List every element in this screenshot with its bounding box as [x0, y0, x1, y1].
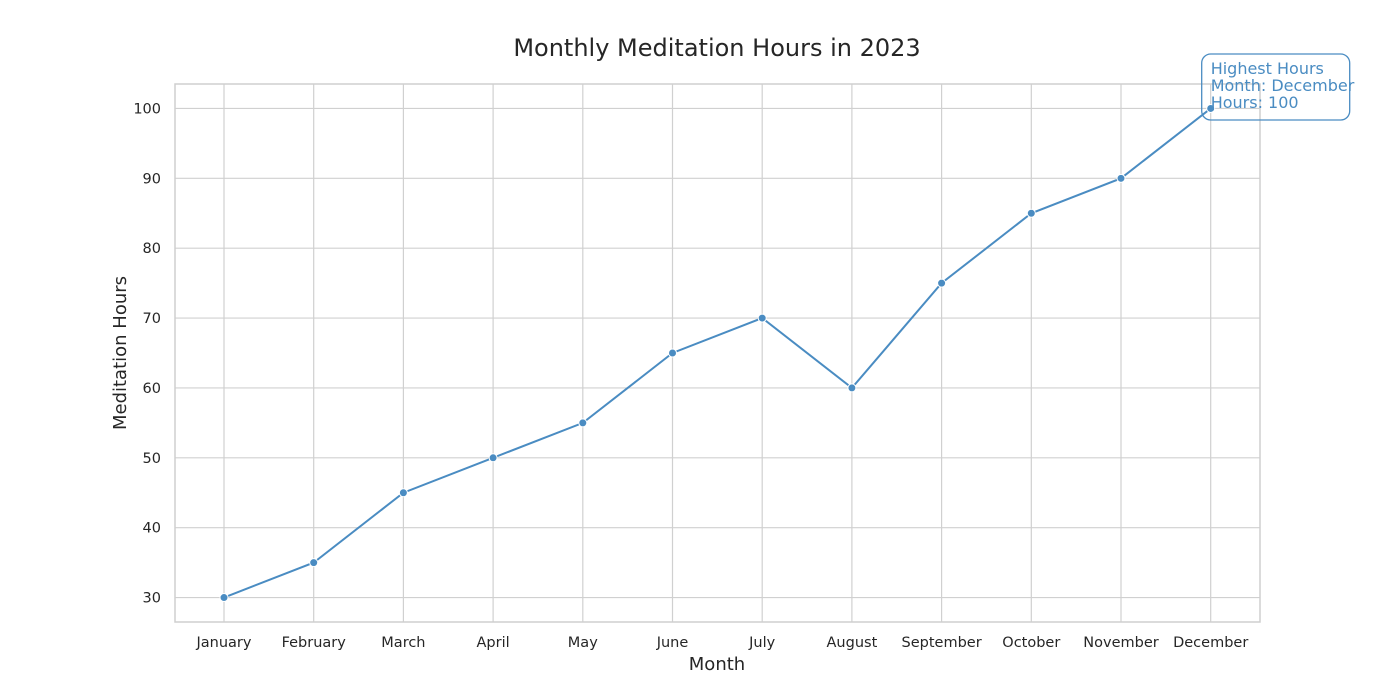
y-tick-label: 90: [143, 171, 161, 187]
annotation-text: Highest Hours: [1211, 59, 1324, 78]
y-tick-label: 30: [143, 591, 161, 607]
data-point: [309, 558, 319, 568]
data-point: [1026, 208, 1036, 218]
x-tick-label: November: [1083, 635, 1158, 651]
data-point: [757, 313, 767, 323]
x-tick-label: March: [381, 635, 425, 651]
annotation-box: [1201, 53, 1351, 121]
x-tick-label: December: [1173, 635, 1248, 651]
x-tick-label: February: [282, 635, 347, 651]
y-axis-label: Meditation Hours: [110, 276, 131, 430]
y-tick-label: 50: [143, 451, 161, 467]
y-tick-label: 80: [143, 241, 161, 257]
x-tick-label: May: [568, 635, 598, 651]
y-tick-label: 60: [143, 381, 161, 397]
data-point: [219, 593, 229, 603]
data-point: [1116, 173, 1126, 183]
data-point: [668, 348, 677, 358]
data-point: [488, 453, 498, 463]
plot-frame: [174, 83, 1261, 623]
data-point: [578, 418, 588, 428]
x-axis-label: Month: [689, 654, 745, 675]
data-point: [847, 383, 857, 393]
x-tick-label: September: [902, 635, 982, 651]
chart-title: Monthly Meditation Hours in 2023: [513, 34, 920, 62]
tick-layer: 30 40 50 60 70 80 90 100 January February March Apr…: [133, 101, 1248, 651]
data-point: [1206, 103, 1216, 113]
x-tick-label: June: [656, 635, 689, 651]
data-point: [398, 488, 408, 498]
x-tick-label: August: [827, 635, 878, 651]
series-layer: [219, 103, 1216, 603]
annotation-text: Hours: 100: [1211, 93, 1299, 112]
x-tick-label: July: [748, 635, 775, 651]
series-line: [223, 107, 1212, 599]
x-tick-label: October: [1002, 635, 1060, 651]
x-tick-label: April: [477, 635, 510, 651]
y-tick-label: 70: [143, 311, 161, 327]
data-point: [937, 278, 947, 288]
annotation-text: Month: December: [1211, 76, 1355, 95]
x-tick-label: January: [196, 635, 252, 651]
grid-layer: [175, 84, 1260, 622]
y-tick-label: 100: [133, 101, 161, 117]
y-tick-label: 40: [143, 521, 161, 537]
